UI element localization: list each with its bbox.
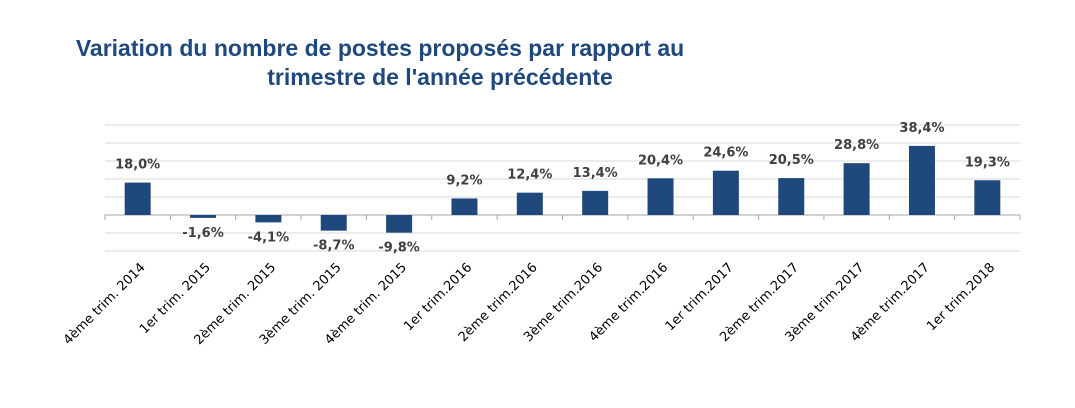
category-label: 1er trim.2016 [401, 260, 475, 334]
data-label: 12,4% [507, 168, 552, 183]
data-label: 24,6% [703, 146, 748, 161]
data-label: 38,4% [899, 121, 944, 136]
bar [974, 180, 1001, 215]
bar [778, 178, 805, 215]
bar [582, 190, 609, 215]
bar [255, 215, 282, 223]
data-label: 20,4% [638, 153, 683, 168]
data-label: 28,8% [834, 138, 879, 153]
bar [386, 215, 413, 233]
chart-title: Variation du nombre de postes proposés p… [0, 34, 760, 92]
data-label: -9,8% [378, 241, 419, 256]
data-label: -1,6% [182, 226, 223, 241]
title-line-1: Variation du nombre de postes proposés p… [75, 35, 685, 61]
data-label: -4,1% [248, 230, 289, 245]
title-line-2: trimestre de l'année précédente [267, 64, 613, 90]
data-label: -8,7% [313, 239, 354, 254]
bar [451, 198, 478, 215]
data-label: 13,4% [573, 166, 618, 181]
bar [843, 163, 870, 215]
category-label: 1er trim.2017 [663, 260, 737, 334]
data-label: 9,2% [446, 173, 482, 188]
bar [190, 215, 217, 218]
data-label: 18,0% [115, 158, 160, 173]
data-label: 19,3% [965, 155, 1010, 170]
data-label: 20,5% [769, 153, 814, 168]
bar [712, 170, 739, 215]
category-label: 1er trim.2018 [924, 260, 998, 334]
bar [647, 178, 674, 215]
category-label: 4ème trim. 2014 [61, 260, 149, 348]
bar [908, 145, 935, 215]
bar [124, 182, 151, 215]
bar [320, 215, 347, 231]
bar [516, 192, 543, 215]
